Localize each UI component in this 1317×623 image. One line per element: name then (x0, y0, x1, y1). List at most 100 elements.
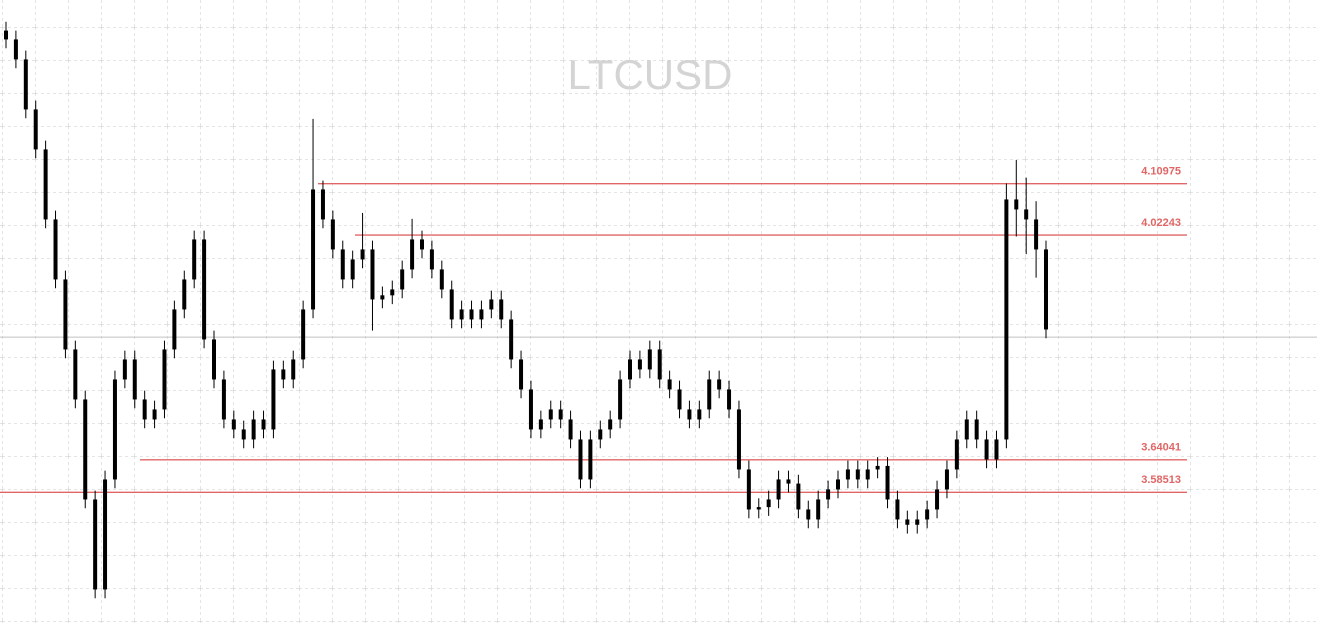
candle-body (588, 439, 593, 480)
candle-body (192, 239, 197, 280)
candle-body (568, 419, 573, 440)
candle-body (1004, 199, 1009, 440)
candle-body (727, 389, 732, 410)
candle-body (350, 259, 355, 280)
candle-body (459, 309, 464, 320)
candle-body (756, 507, 761, 510)
candle-body (707, 379, 712, 410)
candle-body (717, 379, 722, 390)
candle-body (172, 309, 177, 350)
candle-body (766, 499, 771, 508)
candle-body (103, 479, 108, 590)
candle-body (736, 409, 741, 470)
candle-body (241, 429, 246, 440)
candle-body (954, 439, 959, 470)
candle-body (311, 189, 316, 310)
candle-body (142, 399, 147, 420)
candle-body (538, 419, 543, 430)
candle-body (231, 419, 236, 430)
candle-body (281, 369, 286, 380)
candle-body (271, 369, 276, 430)
candle-body (905, 519, 910, 525)
candle-body (578, 439, 583, 480)
candle-body (390, 289, 395, 296)
candle-body (43, 149, 48, 220)
candle-body (1034, 219, 1039, 250)
candle-body (796, 483, 801, 510)
candle-body (875, 465, 880, 470)
candle-body (806, 509, 811, 520)
candle-body (63, 279, 68, 350)
candle-body (410, 239, 415, 270)
candle-body (687, 409, 692, 420)
candle-body (320, 189, 325, 220)
candle-body (845, 469, 850, 480)
candle-body (112, 379, 117, 480)
candle-body (895, 499, 900, 520)
candle-body (519, 359, 524, 390)
candle-body (776, 479, 781, 500)
candle-body (836, 479, 840, 490)
candle-body (122, 359, 127, 380)
candle-body (915, 519, 920, 525)
candle-body (1014, 199, 1019, 210)
candle-body (420, 239, 424, 250)
candle-body (301, 309, 306, 360)
candle-body (400, 269, 405, 290)
candle-body (528, 389, 533, 430)
candle-body (13, 39, 18, 60)
candle-body (261, 419, 266, 430)
candle-body (370, 249, 375, 300)
candle-body (746, 469, 751, 510)
candle-body (489, 299, 494, 310)
candle-body (826, 489, 831, 500)
candle-body (598, 429, 603, 440)
candle-body (221, 379, 226, 420)
candle-body (816, 499, 821, 520)
candle-body (974, 419, 979, 440)
candle-body (935, 489, 940, 510)
candle-body (23, 59, 28, 110)
candle-body (925, 509, 930, 520)
level-label: 3.58513 (1141, 474, 1181, 486)
candle-body (1044, 249, 1048, 330)
candle-body (885, 465, 890, 500)
candle-body (548, 409, 553, 420)
candle-body (83, 399, 88, 500)
candle-body (994, 439, 999, 460)
candle-body (429, 249, 434, 270)
candle-body (1024, 209, 1029, 220)
candle-body (212, 339, 216, 380)
candle-body (667, 379, 672, 390)
candle-body (469, 309, 474, 320)
candle-body (657, 349, 662, 380)
level-label: 4.10975 (1141, 166, 1181, 178)
candle-body (53, 219, 58, 280)
candle-body (380, 295, 385, 300)
level-label: 4.02243 (1141, 217, 1181, 229)
candle-body (608, 419, 613, 430)
candle-body (786, 479, 791, 484)
candle-body (677, 389, 682, 410)
candle-body (964, 419, 969, 440)
candle-body (93, 499, 98, 590)
candle-body (182, 279, 187, 310)
candle-body (439, 269, 444, 290)
level-label: 3.64041 (1141, 442, 1181, 454)
candle-body (340, 249, 345, 280)
candle-body (4, 30, 8, 40)
candle-body (944, 469, 949, 490)
candle-body (865, 469, 870, 480)
candle-body (202, 239, 207, 340)
candle-body (330, 219, 335, 250)
candle-body (251, 419, 256, 440)
candle-body (647, 349, 652, 370)
candle-body (73, 349, 78, 400)
candle-body (449, 289, 454, 320)
candle-body (558, 409, 563, 420)
candle-body (855, 469, 860, 480)
candle-body (499, 299, 504, 320)
